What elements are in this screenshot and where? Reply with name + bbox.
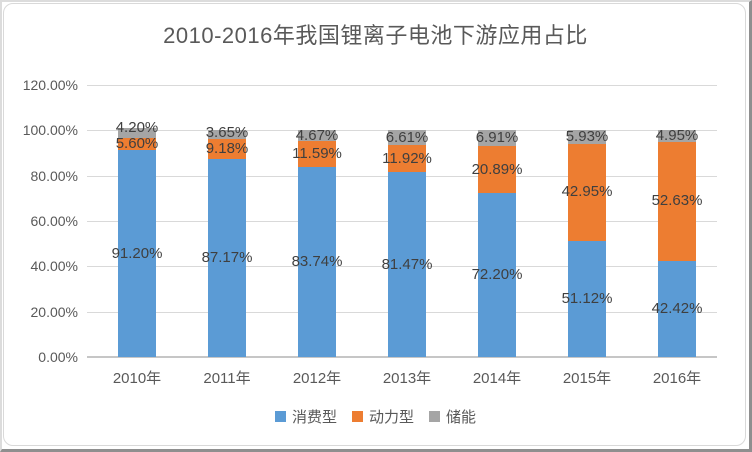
x-axis-label: 2013年 <box>382 370 432 387</box>
bar-segment <box>208 159 246 357</box>
data-label: 6.91% <box>475 129 519 147</box>
legend-swatch <box>429 411 440 422</box>
data-label: 4.20% <box>115 118 159 136</box>
x-axis-label: 2011年 <box>203 370 251 387</box>
bar-segment <box>478 146 516 194</box>
data-label: 4.67% <box>295 126 339 144</box>
data-label: 72.20% <box>471 266 523 284</box>
data-label: 81.47% <box>381 255 433 273</box>
bar-segment <box>478 130 516 146</box>
legend-item-动力型: 动力型 <box>351 406 414 427</box>
legend: 消费型 动力型 储能 <box>2 406 749 427</box>
bar-segment <box>388 130 426 146</box>
bar-segment <box>208 130 246 139</box>
plot-area: 91.20% 5.60% 4.20% 87.17% 9.18% 3.65% 83.74% 11… <box>87 85 717 358</box>
data-label: 6.61% <box>385 128 429 146</box>
bar-segment <box>298 140 336 168</box>
data-label: 4.95% <box>655 126 699 144</box>
bar-segment <box>568 130 606 144</box>
bar-segment <box>478 193 516 357</box>
bar-segment <box>658 141 696 261</box>
legend-item-储能: 储能 <box>429 406 476 427</box>
data-label: 52.63% <box>651 192 703 210</box>
bar-segment <box>298 130 336 141</box>
bar-segment <box>388 145 426 173</box>
legend-swatch <box>351 411 363 422</box>
data-label: 51.12% <box>561 290 613 308</box>
x-axis-label: 2014年 <box>472 370 522 387</box>
chart-title: 2010-2016年我国锂离子电池下游应用占比 <box>163 23 588 48</box>
y-tick-label: 120.00% <box>22 77 78 93</box>
bar-segment <box>298 167 336 357</box>
data-label: 42.95% <box>561 183 613 201</box>
bar-segment <box>658 260 696 357</box>
bar-segment <box>568 241 606 357</box>
y-tick-label: 80.00% <box>30 167 78 184</box>
y-tick-label: 0.00% <box>38 349 78 365</box>
legend-label: 储能 <box>446 409 477 426</box>
bar-segment <box>568 143 606 242</box>
data-label: 11.92% <box>382 149 432 167</box>
data-label: 9.18% <box>205 140 249 157</box>
y-tick-label: 60.00% <box>30 213 78 229</box>
bar-segment <box>658 130 696 142</box>
bar-segment <box>208 138 246 160</box>
data-label: 20.89% <box>471 160 523 178</box>
legend-swatch <box>274 411 286 422</box>
data-label: 3.65% <box>205 124 249 141</box>
y-tick-label: 20.00% <box>30 303 78 320</box>
data-label: 42.42% <box>651 299 703 317</box>
x-axis-label: 2012年 <box>292 370 342 387</box>
x-axis-label: 2015年 <box>562 370 612 387</box>
bar-segment <box>118 137 156 151</box>
gridline-120.00% <box>87 85 717 86</box>
y-tick-label: 40.00% <box>30 258 78 275</box>
data-label: 83.74% <box>291 253 343 271</box>
bar-segment <box>388 172 426 357</box>
bar-segment <box>118 150 156 357</box>
data-label: 5.60% <box>115 134 159 152</box>
data-label: 11.59% <box>292 145 342 163</box>
x-axis-label: 2016年 <box>652 370 702 387</box>
x-axis-label: 2010年 <box>112 370 162 387</box>
data-label: 5.93% <box>565 128 609 146</box>
data-label: 91.20% <box>111 244 163 262</box>
y-tick-label: 100.00% <box>22 122 78 139</box>
gridline-0.00% <box>87 356 717 358</box>
legend-label: 动力型 <box>368 409 414 426</box>
legend-label: 消费型 <box>291 409 337 426</box>
data-label: 87.17% <box>201 249 253 267</box>
bar-segment <box>118 128 156 138</box>
legend-item-消费型: 消费型 <box>274 406 337 427</box>
